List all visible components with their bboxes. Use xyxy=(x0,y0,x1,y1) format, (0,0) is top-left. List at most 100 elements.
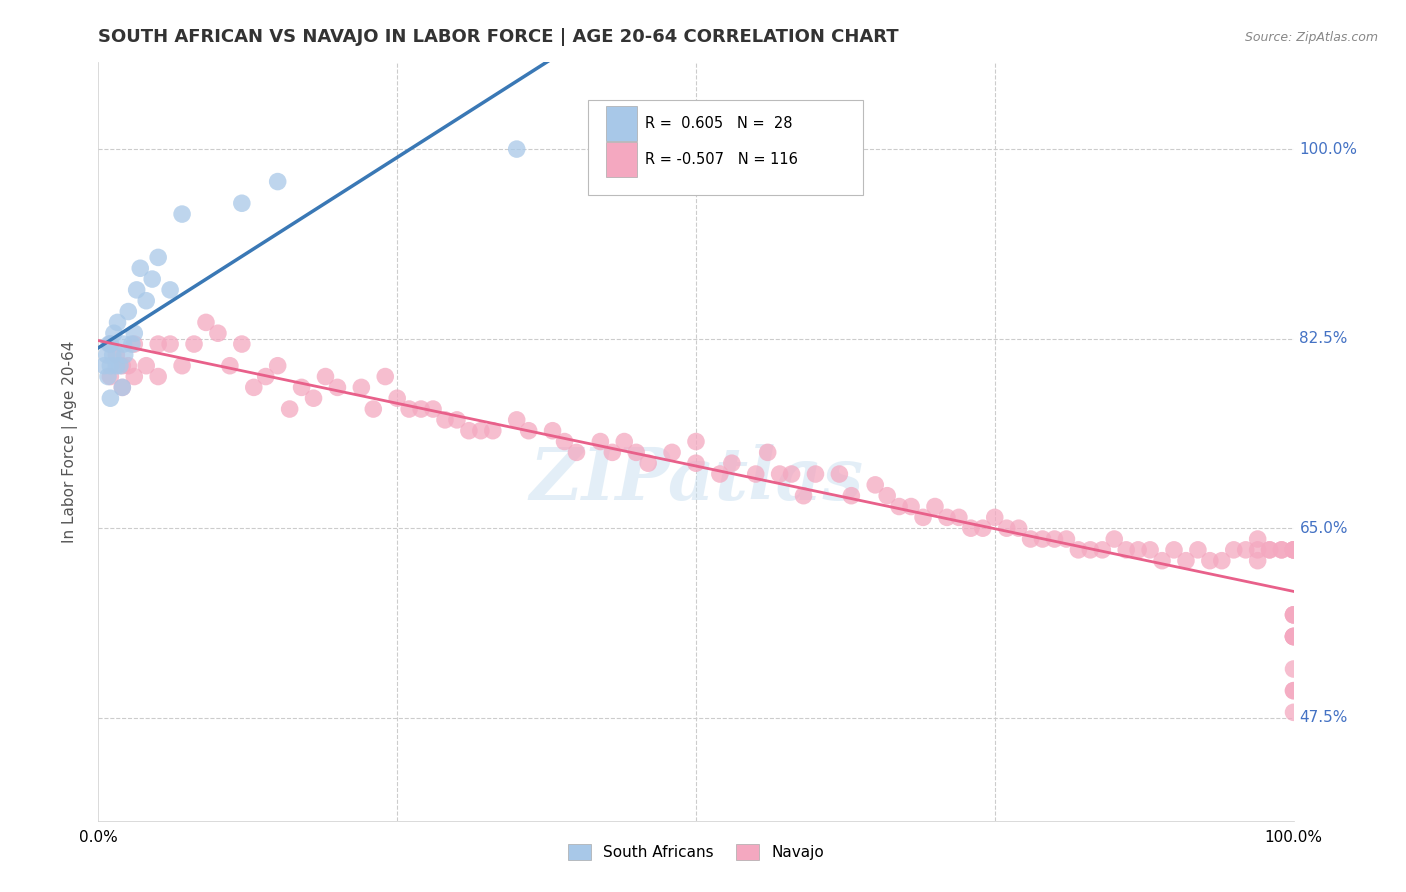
Point xyxy=(1091,542,1114,557)
Point xyxy=(267,359,290,373)
Point xyxy=(1282,542,1305,557)
Point xyxy=(98,337,121,351)
Point xyxy=(148,369,170,384)
Point xyxy=(1282,630,1305,644)
Point xyxy=(105,348,128,362)
Point xyxy=(911,510,934,524)
Point xyxy=(111,359,134,373)
Point xyxy=(159,283,181,297)
Point xyxy=(889,500,911,514)
Point xyxy=(565,445,588,459)
Point xyxy=(97,369,120,384)
Point xyxy=(422,402,444,417)
Point xyxy=(948,510,970,524)
Point xyxy=(506,142,529,156)
Point xyxy=(841,489,863,503)
Point xyxy=(589,434,612,449)
Point xyxy=(900,500,922,514)
Point xyxy=(1282,683,1305,698)
Point xyxy=(1115,542,1137,557)
Point xyxy=(685,456,707,470)
Point xyxy=(117,304,139,318)
Point xyxy=(876,489,898,503)
Point xyxy=(207,326,229,341)
Point xyxy=(350,380,373,394)
Point xyxy=(1271,542,1294,557)
Point xyxy=(363,402,385,417)
Point xyxy=(243,380,266,394)
Point xyxy=(1282,607,1305,622)
Point xyxy=(1104,532,1126,546)
Point xyxy=(972,521,994,535)
Point xyxy=(1019,532,1042,546)
Point xyxy=(1282,662,1305,676)
Point xyxy=(231,196,253,211)
Point xyxy=(1282,706,1305,720)
Point xyxy=(1211,554,1233,568)
Point xyxy=(411,402,433,417)
Point xyxy=(1032,532,1054,546)
Point xyxy=(114,348,136,362)
Point xyxy=(278,402,301,417)
Point xyxy=(1247,554,1270,568)
Point xyxy=(924,500,946,514)
Point xyxy=(613,434,636,449)
Point xyxy=(1056,532,1078,546)
Point xyxy=(1247,532,1270,546)
Point xyxy=(159,337,181,351)
Point xyxy=(98,391,122,405)
Point xyxy=(709,467,731,481)
Point xyxy=(1282,630,1305,644)
Text: Source: ZipAtlas.com: Source: ZipAtlas.com xyxy=(1244,31,1378,45)
Point xyxy=(1163,542,1185,557)
Point xyxy=(517,424,540,438)
Point xyxy=(756,445,779,459)
Point xyxy=(315,369,337,384)
Point xyxy=(1282,683,1305,698)
Point xyxy=(124,326,146,341)
Text: 82.5%: 82.5% xyxy=(1299,331,1348,346)
Point xyxy=(302,391,325,405)
Point xyxy=(780,467,803,481)
Point xyxy=(112,337,135,351)
Point xyxy=(793,489,815,503)
Point xyxy=(291,380,314,394)
Point xyxy=(936,510,959,524)
Text: R = -0.507   N = 116: R = -0.507 N = 116 xyxy=(644,153,797,167)
Point xyxy=(960,521,983,535)
Point xyxy=(1139,542,1161,557)
Point xyxy=(434,413,457,427)
FancyBboxPatch shape xyxy=(589,101,863,195)
Point xyxy=(148,337,170,351)
Point xyxy=(129,261,152,276)
Point xyxy=(98,337,122,351)
Point xyxy=(1271,542,1294,557)
Point xyxy=(195,315,218,329)
Point xyxy=(172,207,194,221)
Point xyxy=(385,391,409,405)
Text: 100.0%: 100.0% xyxy=(1299,142,1358,157)
Point xyxy=(984,510,1007,524)
Point xyxy=(172,359,194,373)
Point xyxy=(124,369,146,384)
Point xyxy=(231,337,253,351)
Point xyxy=(1008,521,1031,535)
Point xyxy=(1282,542,1305,557)
Point xyxy=(135,359,157,373)
Point xyxy=(506,413,529,427)
Point xyxy=(1282,607,1305,622)
Point xyxy=(374,369,396,384)
Point xyxy=(108,359,131,373)
Point xyxy=(481,424,505,438)
Point xyxy=(398,402,420,417)
Point xyxy=(1282,630,1305,644)
Point xyxy=(121,337,143,351)
Point xyxy=(101,348,124,362)
Point xyxy=(1282,542,1305,557)
Text: 47.5%: 47.5% xyxy=(1299,710,1348,725)
Point xyxy=(98,359,122,373)
Point xyxy=(1067,542,1090,557)
Legend: South Africans, Navajo: South Africans, Navajo xyxy=(561,838,831,866)
Point xyxy=(685,434,707,449)
Point xyxy=(219,359,242,373)
